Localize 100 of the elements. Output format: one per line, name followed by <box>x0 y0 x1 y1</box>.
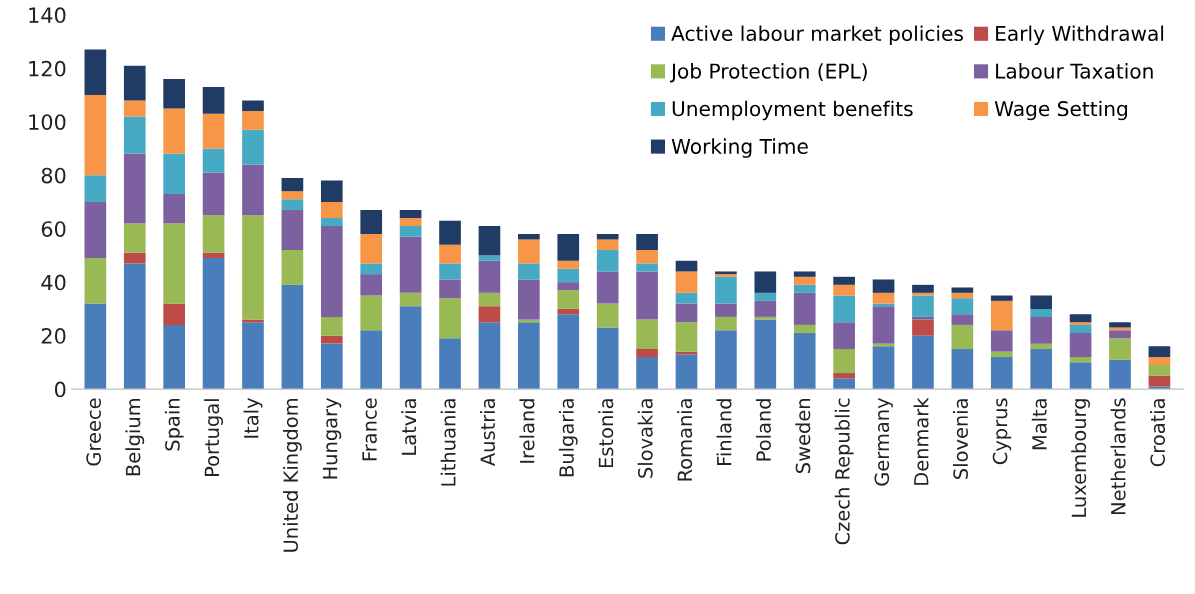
x-tick-label: Finland <box>716 399 732 465</box>
bar <box>163 223 185 304</box>
bar <box>1030 348 1053 390</box>
bar <box>202 258 225 390</box>
bar <box>793 324 816 333</box>
bar <box>202 215 225 253</box>
x-tick-label: Czech Republic <box>834 398 854 545</box>
bar <box>399 218 422 227</box>
bar <box>754 300 777 317</box>
x-tick-label: Latvia <box>401 399 417 455</box>
bar <box>636 250 658 264</box>
bar <box>833 276 855 285</box>
bar <box>636 356 658 390</box>
x-tick-label: Slovenia <box>952 399 968 479</box>
bar <box>84 49 107 96</box>
bar <box>636 234 658 251</box>
x-tick-label: Sweden <box>795 399 811 473</box>
bar <box>715 276 737 304</box>
bar <box>793 284 816 293</box>
bar <box>478 226 501 256</box>
bar <box>596 234 619 240</box>
bar <box>518 234 540 240</box>
bar <box>281 250 304 285</box>
bar <box>242 100 264 112</box>
bar <box>1148 346 1171 357</box>
bar <box>990 295 1013 301</box>
bar <box>84 95 107 176</box>
bar <box>1030 343 1053 349</box>
bar <box>242 111 264 130</box>
bar <box>675 354 698 390</box>
bar <box>675 271 698 293</box>
bar <box>912 319 934 336</box>
bar <box>557 308 580 315</box>
legend-label: Unemployment benefits <box>672 100 913 121</box>
bar <box>636 319 658 349</box>
bar <box>833 348 855 374</box>
legend-label: Labour Taxation <box>996 63 1153 79</box>
bar <box>951 314 974 325</box>
bar <box>202 172 225 216</box>
bar <box>360 263 383 275</box>
bar <box>518 322 540 390</box>
bar <box>1148 356 1171 366</box>
bar <box>990 351 1013 357</box>
bar <box>242 164 264 216</box>
x-tick-label: Spain <box>164 399 184 451</box>
bar <box>912 292 934 296</box>
bar <box>715 330 737 390</box>
x-tick-label: Netherlands <box>1110 398 1126 515</box>
x-tick-label: France <box>362 398 377 461</box>
bar <box>360 234 383 264</box>
bar <box>439 220 461 245</box>
bar <box>596 303 619 328</box>
bar <box>320 201 343 218</box>
legend-label: Wage Setting <box>994 100 1127 121</box>
x-tick-label: Belgium <box>125 399 145 476</box>
bar <box>163 153 185 194</box>
bar <box>557 268 580 283</box>
bar <box>163 324 185 390</box>
x-tick-label: Germany <box>874 397 893 486</box>
bar <box>793 271 816 277</box>
y-tick-label: 20 <box>41 328 66 344</box>
bar <box>833 378 855 390</box>
bar <box>202 252 225 259</box>
bar <box>84 258 107 304</box>
x-tick-label: Romania <box>677 399 693 481</box>
x-tick-label: Poland <box>755 399 771 461</box>
bar <box>399 236 422 293</box>
y-tick-label: 0 <box>54 381 66 398</box>
legend-label: Early Withdrawal <box>996 25 1164 45</box>
bar <box>1069 322 1092 325</box>
bar <box>360 274 383 296</box>
bar <box>123 153 146 224</box>
bar <box>1109 322 1131 328</box>
bar <box>202 148 225 173</box>
bar <box>872 279 895 293</box>
bar <box>518 263 540 280</box>
bar <box>912 284 934 293</box>
bar <box>123 263 146 390</box>
y-tick-label: 60 <box>41 221 66 237</box>
legend-label: Working Time <box>671 138 808 158</box>
bar <box>399 226 422 237</box>
bar <box>990 300 1013 331</box>
bar <box>557 290 580 309</box>
bar <box>478 260 501 293</box>
bar <box>163 108 185 154</box>
y-tick-label: 80 <box>41 167 66 184</box>
x-tick-label: Italy <box>243 397 263 438</box>
bar <box>675 322 698 352</box>
bar <box>281 191 304 200</box>
bar <box>596 271 619 304</box>
bar <box>242 215 264 320</box>
x-tick-label: Greece <box>86 398 101 466</box>
x-tick-label: Malta <box>1031 399 1047 450</box>
bar <box>320 316 343 336</box>
bar <box>754 271 777 293</box>
x-tick-label: Denmark <box>913 397 929 485</box>
y-tick-label: 100 <box>29 114 66 130</box>
bar <box>439 244 461 264</box>
bar <box>1069 356 1092 363</box>
bar <box>951 292 974 299</box>
